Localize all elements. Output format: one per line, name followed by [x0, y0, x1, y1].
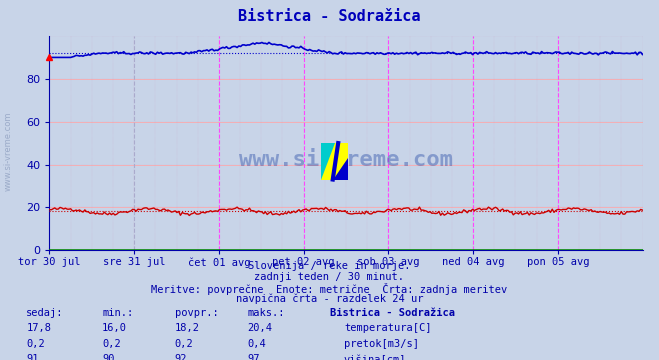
Text: 16,0: 16,0: [102, 323, 127, 333]
Text: 0,2: 0,2: [26, 339, 45, 349]
Text: navpična črta - razdelek 24 ur: navpična črta - razdelek 24 ur: [236, 293, 423, 304]
Text: zadnji teden / 30 minut.: zadnji teden / 30 minut.: [254, 272, 405, 282]
Text: 0,2: 0,2: [175, 339, 193, 349]
Text: temperatura[C]: temperatura[C]: [344, 323, 432, 333]
Text: www.si-vreme.com: www.si-vreme.com: [3, 112, 13, 191]
Text: povpr.:: povpr.:: [175, 308, 218, 318]
Text: 18,2: 18,2: [175, 323, 200, 333]
Text: Bistrica - Sodražica: Bistrica - Sodražica: [239, 9, 420, 24]
Text: min.:: min.:: [102, 308, 133, 318]
Text: 90: 90: [102, 354, 115, 360]
Bar: [320, 143, 348, 180]
Text: 20,4: 20,4: [247, 323, 272, 333]
Text: 92: 92: [175, 354, 187, 360]
Text: Bistrica - Sodražica: Bistrica - Sodražica: [330, 308, 455, 318]
Polygon shape: [320, 143, 335, 180]
Text: Slovenija / reke in morje.: Slovenija / reke in morje.: [248, 261, 411, 271]
Text: 97: 97: [247, 354, 260, 360]
Text: 0,4: 0,4: [247, 339, 266, 349]
Text: 91: 91: [26, 354, 39, 360]
Text: višina[cm]: višina[cm]: [344, 354, 407, 360]
Text: sedaj:: sedaj:: [26, 308, 64, 318]
Text: Meritve: povprečne  Enote: metrične  Črta: zadnja meritev: Meritve: povprečne Enote: metrične Črta:…: [152, 283, 507, 294]
Text: pretok[m3/s]: pretok[m3/s]: [344, 339, 419, 349]
Text: 0,2: 0,2: [102, 339, 121, 349]
Text: www.si-vreme.com: www.si-vreme.com: [239, 150, 453, 170]
Polygon shape: [333, 158, 348, 180]
Text: maks.:: maks.:: [247, 308, 285, 318]
Text: 17,8: 17,8: [26, 323, 51, 333]
